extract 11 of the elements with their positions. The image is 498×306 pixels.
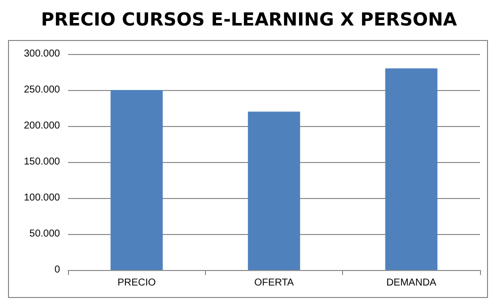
x-tick-label: DEMANDA — [386, 278, 437, 288]
y-tick-label: 0 — [54, 264, 60, 276]
y-tick-label: 50.000 — [29, 228, 60, 240]
y-tick-label: 300.000 — [24, 48, 60, 60]
x-tick-label: PRECIO — [117, 278, 156, 288]
y-tick-label: 200.000 — [24, 120, 60, 132]
y-tick-label: 150.000 — [24, 156, 60, 168]
x-tick-label: OFERTA — [254, 278, 294, 288]
y-tick-label: 100.000 — [24, 192, 60, 204]
y-tick-label: 250.000 — [24, 84, 60, 96]
chart-title: PRECIO CURSOS E-LEARNING X PERSONA — [41, 10, 458, 30]
